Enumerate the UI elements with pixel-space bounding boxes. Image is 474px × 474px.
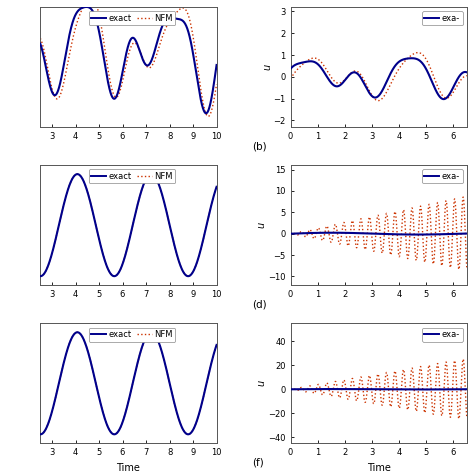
Legend: exa-: exa- (422, 11, 463, 25)
Text: (b): (b) (252, 141, 266, 151)
Text: (f): (f) (252, 457, 264, 467)
Legend: exact, NFM: exact, NFM (89, 11, 175, 25)
Y-axis label: u: u (257, 380, 267, 386)
Legend: exact, NFM: exact, NFM (89, 328, 175, 342)
Y-axis label: u: u (257, 222, 267, 228)
X-axis label: Time: Time (367, 463, 391, 473)
X-axis label: Time: Time (117, 463, 140, 473)
Text: (d): (d) (252, 300, 266, 310)
Y-axis label: u: u (262, 64, 272, 70)
Legend: exact, NFM: exact, NFM (89, 169, 175, 183)
Legend: exa-: exa- (422, 169, 463, 183)
Legend: exa-: exa- (422, 328, 463, 342)
